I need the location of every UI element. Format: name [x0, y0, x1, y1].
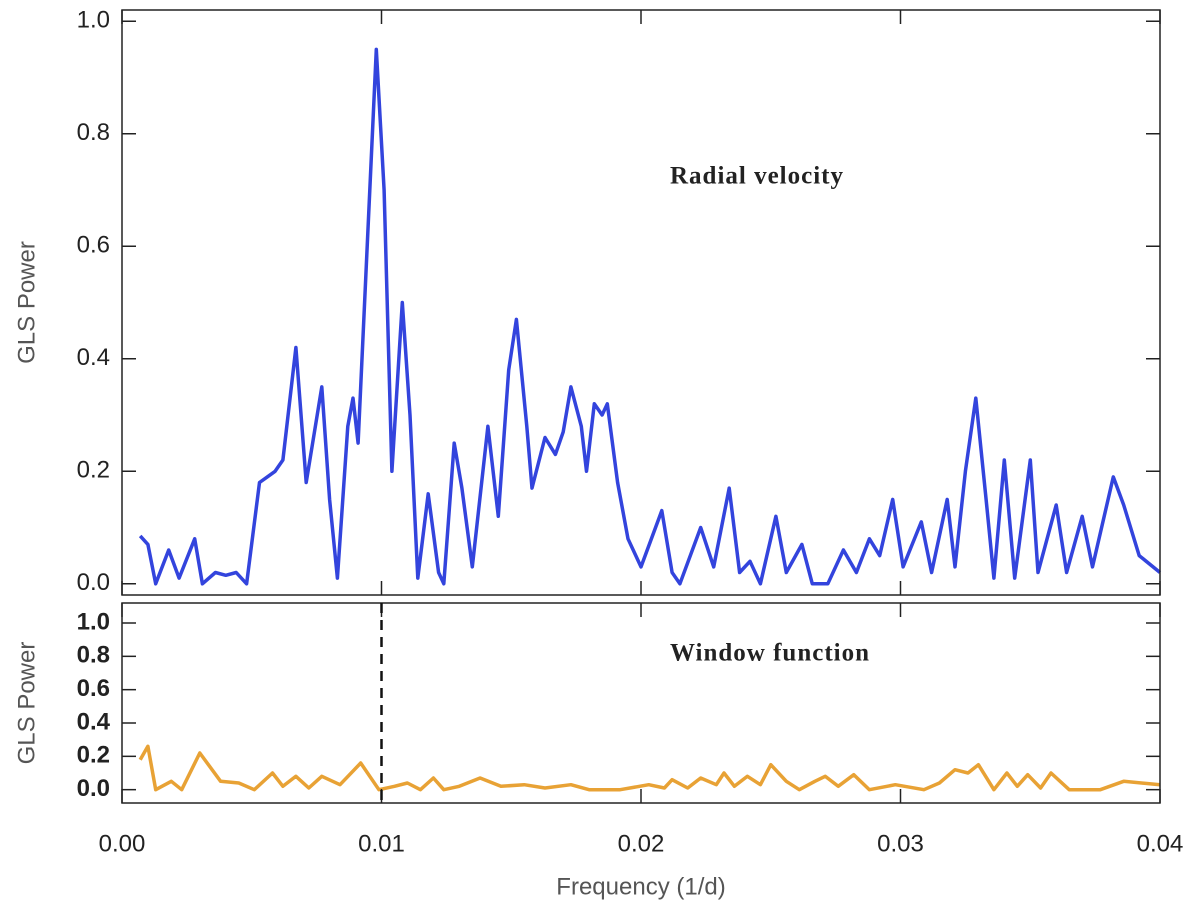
- annotation: Radial velocity: [670, 163, 844, 190]
- annotation: Window function: [670, 640, 870, 667]
- y-tick-label: 1.0: [77, 7, 110, 34]
- y-tick-label: 0.2: [77, 457, 110, 484]
- x-tick-label: 0.03: [877, 830, 924, 857]
- y-tick-label: 0.4: [77, 708, 111, 735]
- plot-frame: [121, 602, 1161, 804]
- y-tick-label: 0.4: [77, 344, 110, 371]
- y-tick-label: 0.2: [77, 742, 110, 769]
- line: [138, 744, 1161, 792]
- x-tick-label: 0.00: [99, 830, 146, 857]
- y-tick-label: 0.6: [77, 675, 110, 702]
- y-tick-label: 1.0: [77, 608, 110, 635]
- y-tick-label: 0.6: [77, 232, 110, 259]
- y-tick-label: 0.0: [77, 569, 110, 596]
- x-axis-label: Frequency (1/d): [556, 873, 725, 900]
- plot-frame: [121, 9, 1161, 596]
- x-tick-label: 0.04: [1137, 830, 1184, 857]
- x-tick-label: 0.02: [618, 830, 665, 857]
- y-tick-label: 0.8: [77, 642, 110, 669]
- y-tick-label: 0.0: [77, 775, 110, 802]
- y-axis-label: GLS Power: [13, 241, 40, 364]
- line: [138, 47, 1162, 586]
- x-tick-label: 0.01: [358, 830, 405, 857]
- y-tick-label: 0.8: [77, 119, 110, 146]
- y-axis-label: GLS Power: [13, 642, 40, 765]
